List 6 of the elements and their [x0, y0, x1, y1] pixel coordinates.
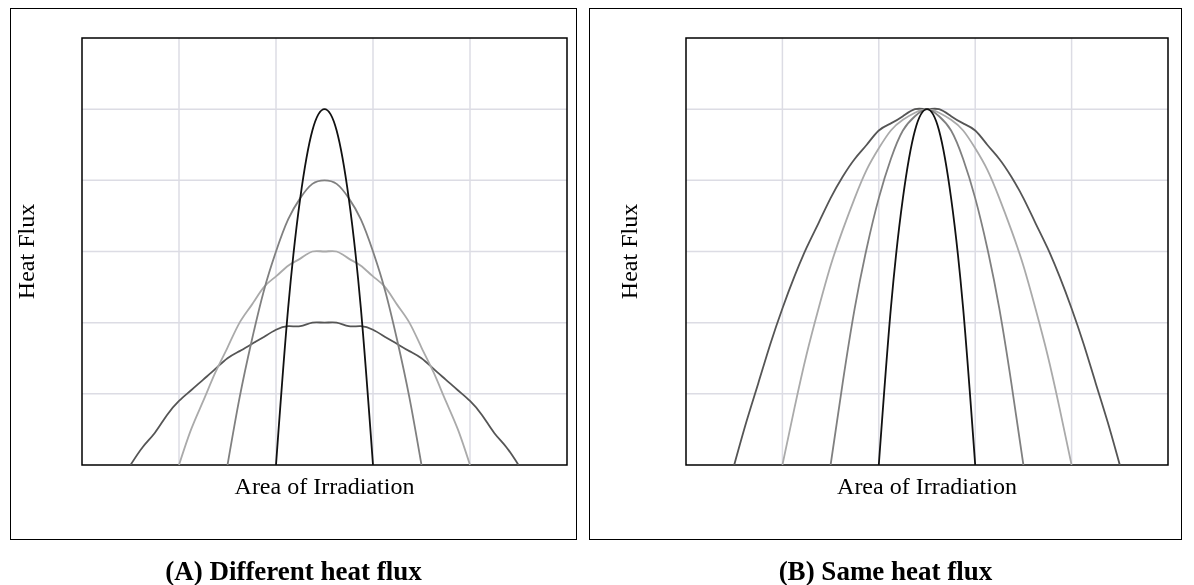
x-axis-title: Area of Irradiation [837, 473, 1017, 500]
text: (B) Same heat flux [777, 556, 994, 585]
y-axis-title: Heat Flux [615, 203, 642, 300]
y-axis-title: Heat Flux [12, 203, 39, 300]
x-axis-title: Area of Irradiation [234, 473, 415, 500]
text: (A) Different heat flux [164, 556, 423, 585]
